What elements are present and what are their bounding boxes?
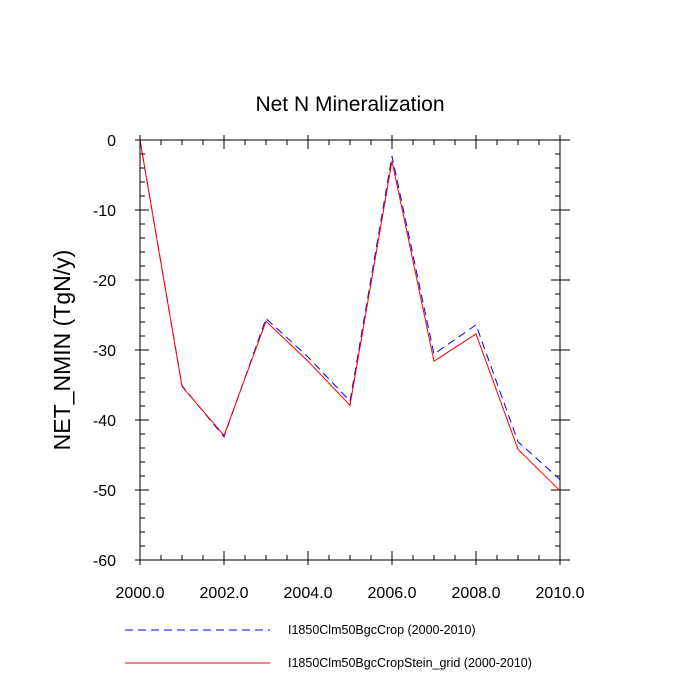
series-layer xyxy=(139,139,561,492)
y-tick-label: -60 xyxy=(93,553,116,570)
x-tick-label: 2002.0 xyxy=(200,585,249,602)
x-tick-label: 2006.0 xyxy=(368,585,417,602)
legend-label-0: I1850Clm50BgcCrop (2000-2010) xyxy=(288,623,476,637)
x-tick-label: 2008.0 xyxy=(452,585,501,602)
series-line-1 xyxy=(139,139,561,492)
plot-frame xyxy=(139,139,561,561)
y-tick-label: 0 xyxy=(107,133,116,150)
x-tick-label: 2004.0 xyxy=(284,585,333,602)
legend: I1850Clm50BgcCrop (2000-2010) I1850Clm50B… xyxy=(125,623,532,670)
x-tick-label: 2010.0 xyxy=(536,585,585,602)
y-tick-label: -20 xyxy=(93,273,116,290)
y-tick-label: -50 xyxy=(93,483,116,500)
y-tick-label: -30 xyxy=(93,343,116,360)
axis-ticks: 2000.0 2002.0 2004.0 2006.0 2008.0 2010.0 0 -10… xyxy=(93,133,585,602)
series-line-0 xyxy=(139,139,561,480)
legend-label-1: I1850Clm50BgcCropStein_grid (2000-2010) xyxy=(288,656,532,670)
chart-title: Net N Mineralization xyxy=(255,93,444,116)
y-axis-label: NET_NMIN (TgN/y) xyxy=(49,250,75,451)
y-tick-label: -40 xyxy=(93,413,116,430)
x-tick-label: 2000.0 xyxy=(116,585,165,602)
y-tick-label: -10 xyxy=(93,203,116,220)
